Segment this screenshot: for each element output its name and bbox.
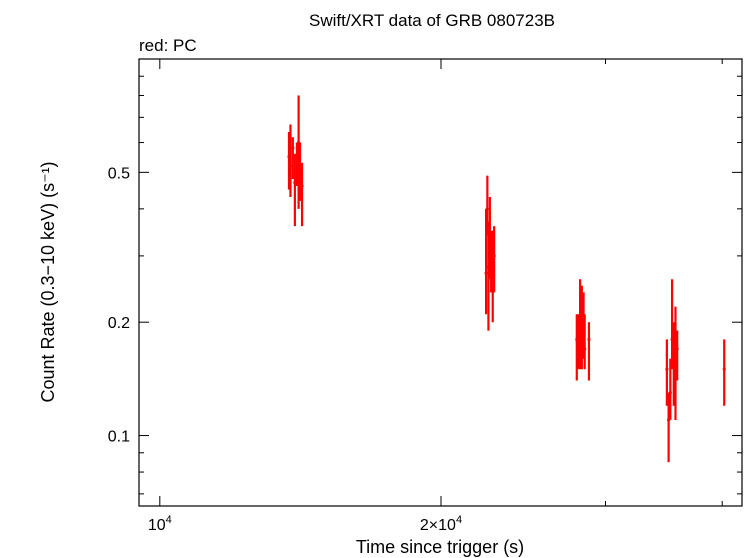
y-tick-label: 0.1 <box>108 429 130 446</box>
minor-ticks <box>139 59 742 506</box>
y-tick-label: 0.2 <box>108 315 130 332</box>
data-point <box>675 330 679 381</box>
data-point <box>300 162 304 227</box>
data-points <box>287 95 726 463</box>
x-axis-ticks: 104 2×104 <box>148 59 462 534</box>
x-axis-label: Time since trigger (s) <box>356 537 524 557</box>
x-tick-label: 2×104 <box>420 514 462 534</box>
y-tick-label: 0.5 <box>108 165 130 182</box>
y-axis-label: Count Rate (0.3−10 keV) (s⁻¹) <box>38 161 58 402</box>
data-point <box>484 208 488 315</box>
x-tick-label: 104 <box>148 514 172 534</box>
data-point <box>492 226 496 293</box>
data-point <box>291 137 295 180</box>
chart-title: Swift/XRT data of GRB 080723B <box>309 11 555 30</box>
data-point <box>668 358 672 420</box>
data-point <box>665 339 669 406</box>
plot-frame <box>138 58 743 507</box>
data-point <box>722 339 726 406</box>
data-point <box>583 314 587 370</box>
chart-subtitle: red: PC <box>139 36 197 55</box>
data-point <box>587 322 591 381</box>
y-axis-ticks: 0.5 0.2 0.1 <box>108 165 742 446</box>
data-point <box>288 124 292 198</box>
